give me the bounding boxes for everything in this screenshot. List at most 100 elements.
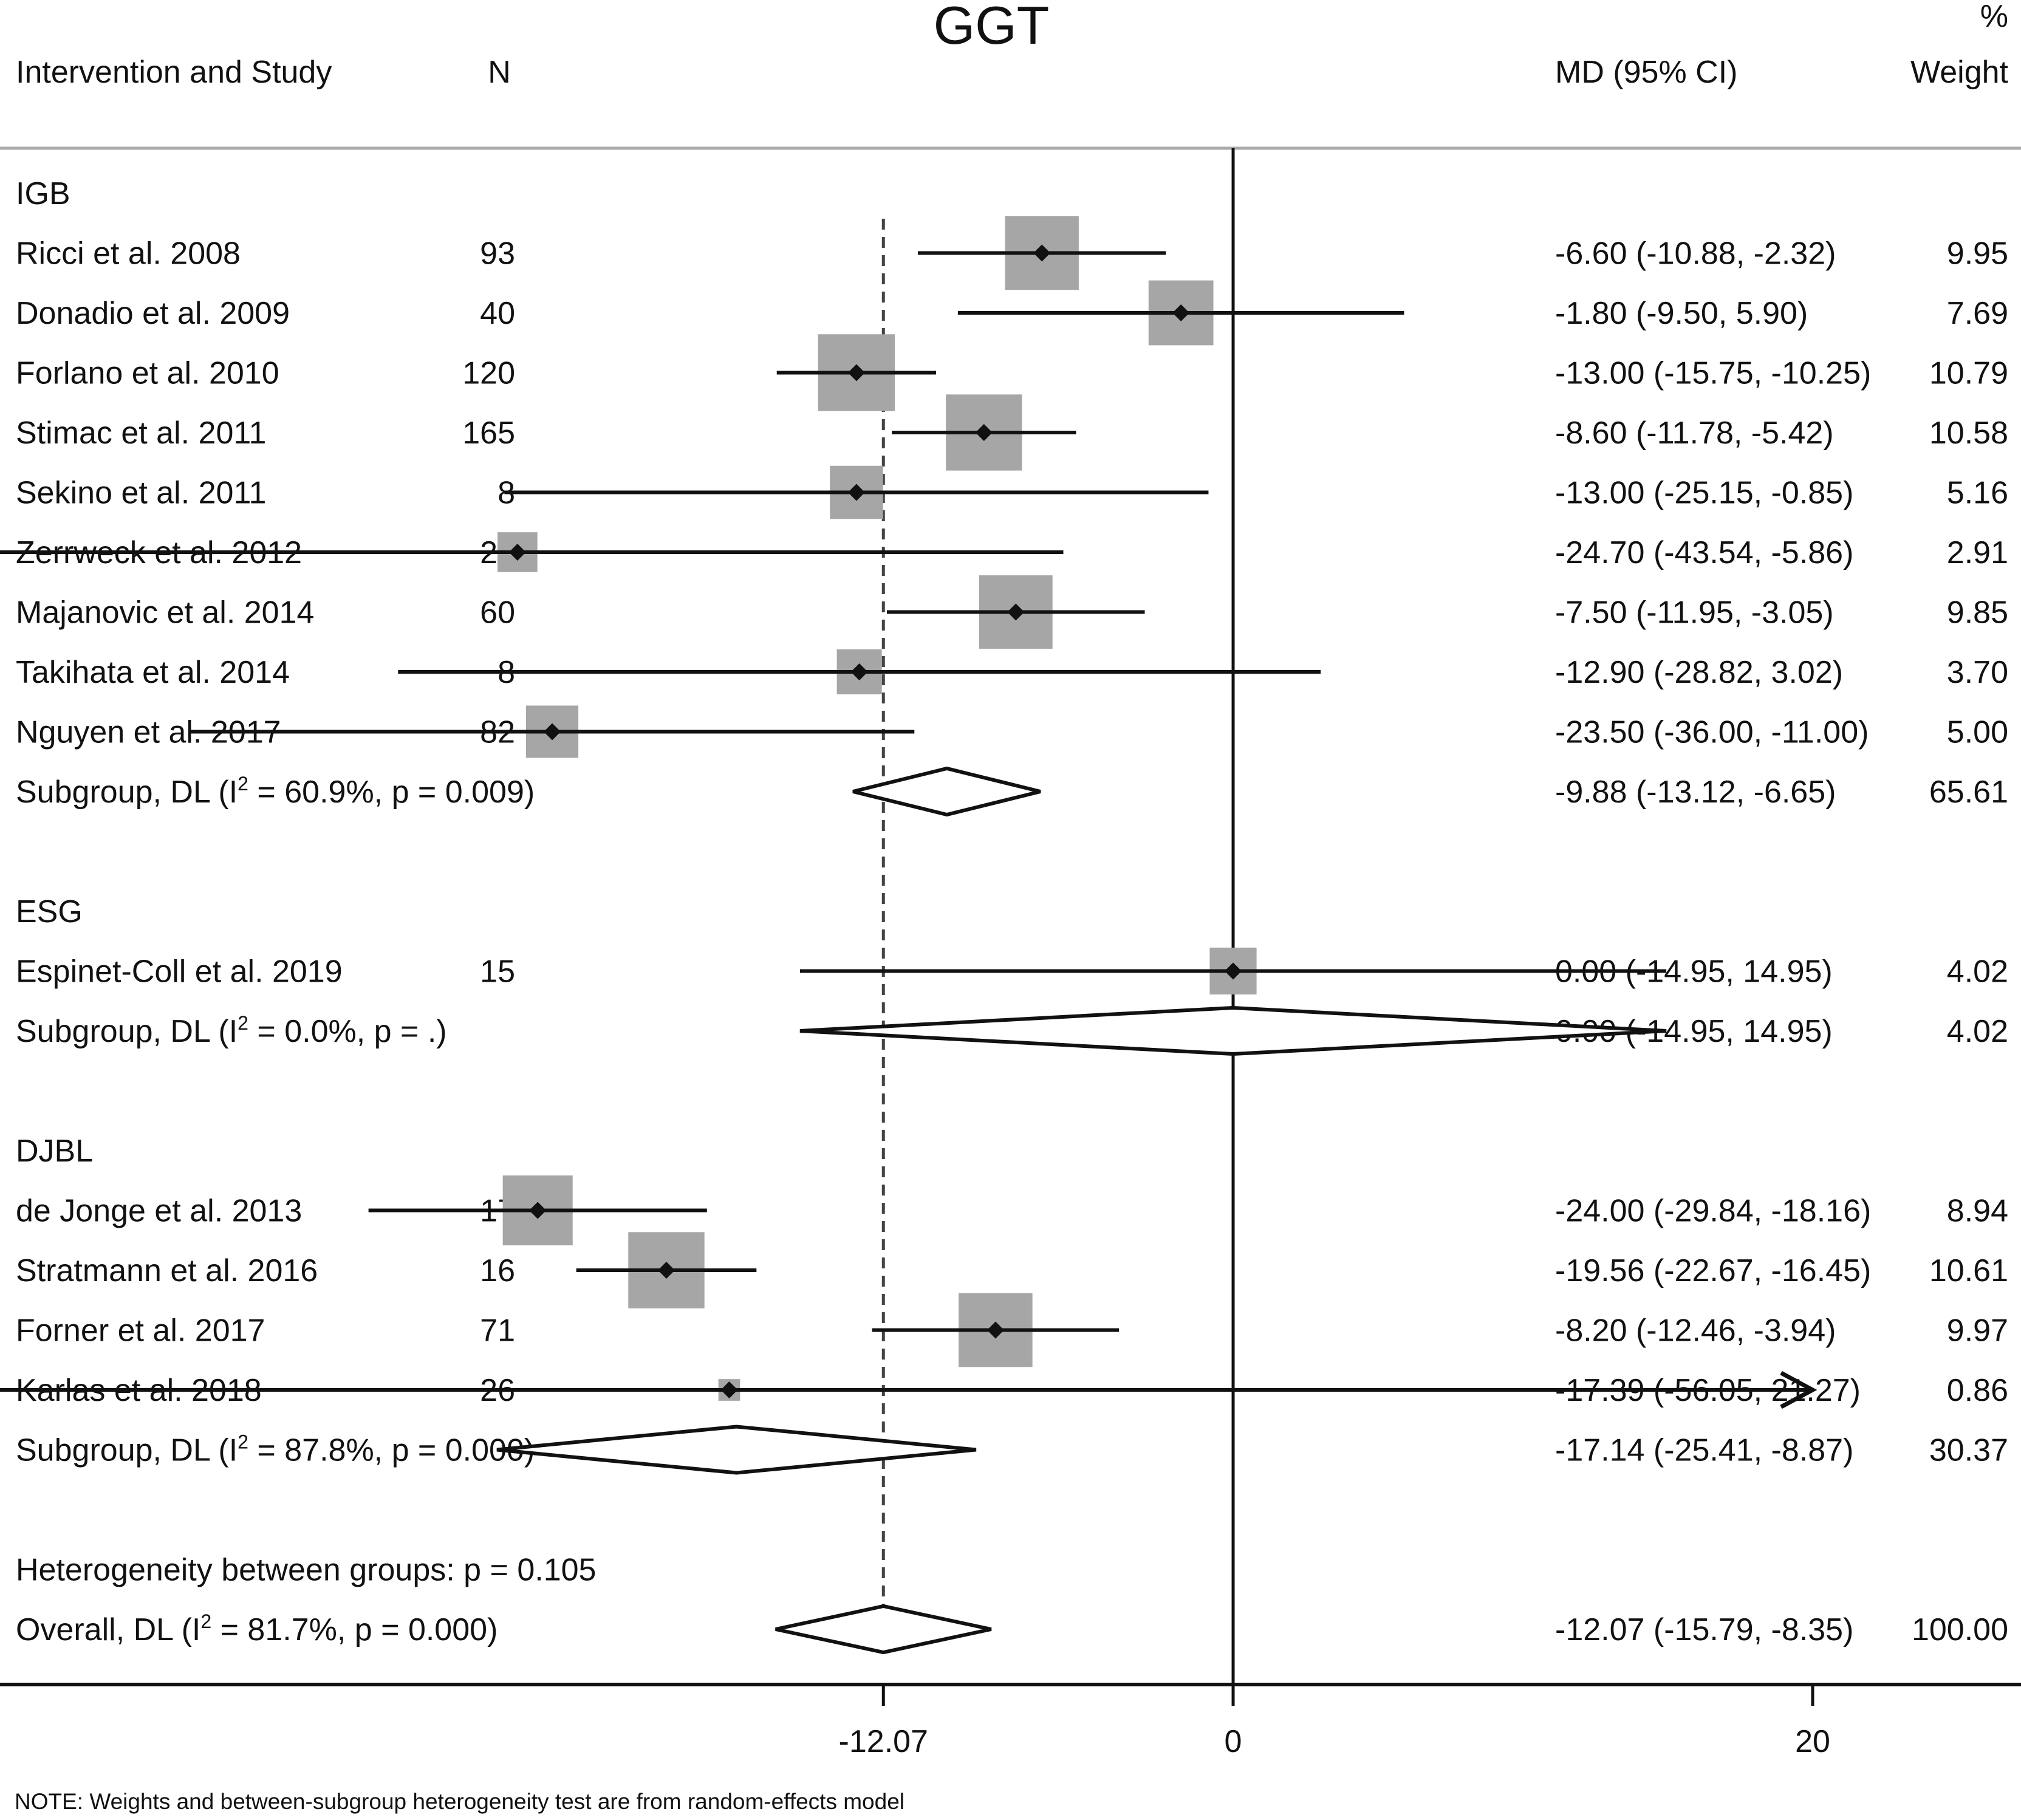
- study-row: de Jonge et al. 2013 17 -24.00 (-29.84, -1…: [16, 1175, 2008, 1246]
- study-label: Majanovic et al. 2014: [16, 595, 314, 631]
- header-md: MD (95% CI): [1555, 55, 1737, 90]
- point-estimate: [1033, 244, 1051, 262]
- header-n: N: [488, 55, 511, 90]
- study-weight: 0.86: [1947, 1373, 2008, 1408]
- group-heading: DJBL: [16, 1134, 93, 1169]
- i-squared-superscript: 2: [238, 773, 248, 795]
- point-estimate: [508, 544, 526, 561]
- study-n: 71: [480, 1313, 515, 1349]
- study-row: Stimac et al. 2011 165 -8.60 (-11.78, -5.4…: [16, 394, 2008, 471]
- study-weight: 5.16: [1947, 476, 2008, 511]
- label-text: = 60.9%, p = 0.009): [248, 775, 535, 810]
- point-estimate: [544, 723, 561, 741]
- study-row: Zerrweck et al. 201223-24.70 (-43.54, -5…: [0, 532, 2008, 572]
- x-tick-label: -12.07: [839, 1724, 928, 1759]
- study-label: de Jonge et al. 2013: [16, 1194, 302, 1229]
- subgroup-weight: 30.37: [1929, 1433, 2008, 1468]
- point-estimate: [847, 484, 865, 501]
- study-label: Donadio et al. 2009: [16, 296, 290, 331]
- study-n: 165: [462, 416, 515, 451]
- study-n: 15: [480, 954, 515, 990]
- study-label: Forlano et al. 2010: [16, 356, 279, 391]
- study-weight: 7.69: [1947, 296, 2008, 331]
- footnote: NOTE: Weights and between-subgroup heter…: [15, 1789, 904, 1814]
- overall-weight: 100.00: [1912, 1612, 2008, 1647]
- study-md-ci: -12.90 (-28.82, 3.02): [1555, 655, 1843, 690]
- chart-title: GGT: [934, 0, 1050, 55]
- heterogeneity-text: Heterogeneity between groups: p = 0.105: [16, 1553, 596, 1588]
- study-label: Stimac et al. 2011: [16, 416, 266, 451]
- point-estimate: [847, 364, 865, 381]
- label-text: Subgroup, DL (I: [16, 1433, 238, 1468]
- study-label: Forner et al. 2017: [16, 1313, 265, 1349]
- i-squared-superscript: 2: [238, 1012, 248, 1034]
- study-weight: 9.97: [1947, 1313, 2008, 1349]
- study-weight: 10.61: [1929, 1253, 2008, 1288]
- study-weight: 8.94: [1947, 1194, 2008, 1229]
- overall-diamond: [775, 1604, 992, 1655]
- study-weight: 5.00: [1947, 715, 2008, 750]
- point-estimate: [850, 663, 868, 680]
- point-estimate: [975, 424, 993, 441]
- i-squared-superscript: 2: [200, 1610, 211, 1632]
- study-row: Forner et al. 2017 71 -8.20 (-12.46, -3.94…: [16, 1293, 2008, 1367]
- study-row: Forlano et al. 2010 120 -13.00 (-15.75, -1…: [16, 334, 2008, 411]
- study-row: Stratmann et al. 2016 16 -19.56 (-22.67, -…: [16, 1232, 2008, 1309]
- study-md-ci: -1.80 (-9.50, 5.90): [1555, 296, 1808, 331]
- study-weight: 4.02: [1947, 954, 2008, 990]
- study-row: Espinet-Coll et al. 2019 15 0.00 (-14.95, …: [16, 947, 2008, 995]
- label-text: Subgroup, DL (I: [16, 1014, 238, 1049]
- study-row: Karlas et al. 2018 26 -17.39 (-56.05, 21.2…: [0, 1370, 2008, 1409]
- study-md-ci: -13.00 (-15.75, -10.25): [1555, 356, 1871, 391]
- study-n: 60: [480, 595, 515, 631]
- subgroup-row: Subgroup, DL (I2 = 0.0%, p = .) 0.00 (-14…: [16, 1005, 2008, 1056]
- study-weight: 3.70: [1947, 655, 2008, 690]
- label-text: = 0.0%, p = .): [248, 1014, 447, 1049]
- study-weight: 9.95: [1947, 236, 2008, 272]
- header-weight: Weight: [1910, 55, 2008, 90]
- study-label: Espinet-Coll et al. 2019: [16, 954, 343, 990]
- study-md-ci: -8.20 (-12.46, -3.94): [1555, 1313, 1836, 1349]
- x-tick-label: 20: [1795, 1724, 1830, 1759]
- group-heading: ESG: [16, 894, 83, 929]
- subgroup-diamond: [852, 766, 1041, 817]
- point-estimate: [987, 1321, 1004, 1339]
- study-row: Takihata et al. 20148-12.90 (-28.82, 3.0…: [16, 649, 2008, 695]
- study-md-ci: -19.56 (-22.67, -16.45): [1555, 1253, 1871, 1288]
- study-row: Sekino et al. 20118-13.00 (-25.15, -0.85…: [16, 465, 2008, 519]
- subgroup-label: Subgroup, DL (I2 = 87.8%, p = 0.000): [16, 1431, 535, 1468]
- subgroup-label: Subgroup, DL (I2 = 0.0%, p = .): [16, 1012, 447, 1049]
- study-n: 120: [462, 356, 515, 391]
- header-weight-percent: %: [1980, 0, 2008, 34]
- header-study: Intervention and Study: [16, 55, 332, 90]
- subgroup-label: Subgroup, DL (I2 = 60.9%, p = 0.009): [16, 773, 535, 810]
- study-md-ci: -13.00 (-25.15, -0.85): [1555, 476, 1853, 511]
- study-row: Donadio et al. 2009 40 -1.80 (-9.50, 5.90)…: [16, 280, 2008, 346]
- label-text: Subgroup, DL (I: [16, 775, 238, 810]
- study-md-ci: -24.00 (-29.84, -18.16): [1555, 1194, 1871, 1229]
- study-n: 16: [480, 1253, 515, 1288]
- study-md-ci: -6.60 (-10.88, -2.32): [1555, 236, 1836, 272]
- label-text: = 81.7%, p = 0.000): [211, 1612, 498, 1647]
- overall-md-ci: -12.07 (-15.79, -8.35): [1555, 1612, 1853, 1647]
- subgroup-weight: 4.02: [1947, 1014, 2008, 1049]
- point-estimate: [1172, 304, 1190, 321]
- study-md-ci: -8.60 (-11.78, -5.42): [1555, 416, 1834, 451]
- label-text: Overall, DL (I: [16, 1612, 200, 1647]
- study-label: Takihata et al. 2014: [16, 655, 290, 690]
- point-estimate: [1007, 603, 1025, 621]
- ci-arrow-right: [1780, 1370, 1818, 1409]
- study-n: 93: [480, 236, 515, 272]
- subgroup-row: Subgroup, DL (I2 = 87.8%, p = 0.000) -17.…: [16, 1425, 2008, 1475]
- study-md-ci: -7.50 (-11.95, -3.05): [1555, 595, 1834, 631]
- study-n: 40: [480, 296, 515, 331]
- study-weight: 2.91: [1947, 535, 2008, 570]
- subgroup-diamond: [799, 1005, 1667, 1056]
- point-estimate: [720, 1381, 738, 1398]
- reference-lines: [881, 148, 1235, 1685]
- study-md-ci: -23.50 (-36.00, -11.00): [1555, 715, 1869, 750]
- point-estimate: [1225, 962, 1242, 980]
- overall-label: Overall, DL (I2 = 81.7%, p = 0.000): [16, 1610, 498, 1647]
- subgroup-row: Subgroup, DL (I2 = 60.9%, p = 0.009) -9.8…: [16, 766, 2008, 817]
